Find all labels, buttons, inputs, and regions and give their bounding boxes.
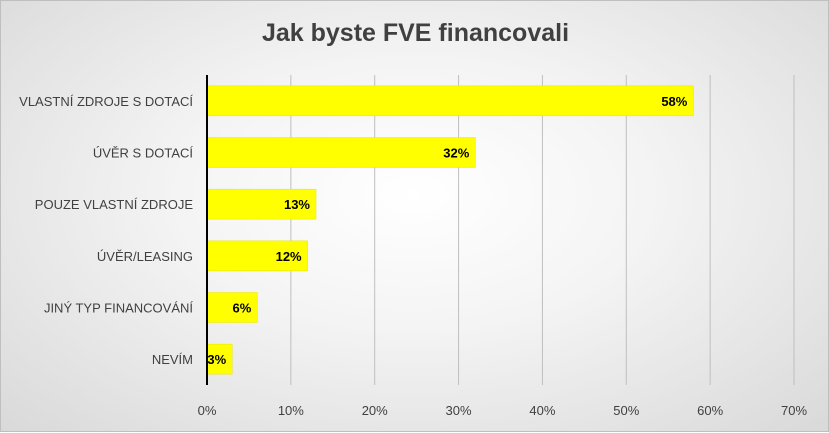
bar [206,188,317,220]
x-tick-label: 50% [613,403,639,418]
chart-title: Jak byste FVE financovali [261,19,570,47]
category-label: NEVÍM [152,352,193,367]
category-label: JINÝ TYP FINANCOVÁNÍ [44,301,193,316]
category-label: ÚVĚR/LEASING [97,249,193,264]
x-tick-label: 0% [198,403,217,418]
labels: 0% 10% 20% 30% 40% 50% 60% 70% VLASTNÍ ZDROJE S … [19,94,807,418]
bars [206,85,694,375]
bar [206,85,694,117]
data-label: 3% [207,352,226,367]
x-tick-label: 70% [781,403,807,418]
data-label: 6% [233,301,252,316]
data-label: 32% [443,146,469,161]
x-tick-label: 10% [278,403,304,418]
category-label: VLASTNÍ ZDROJE S DOTACÍ [19,94,193,109]
data-label: 58% [661,94,687,109]
data-label: 12% [276,249,302,264]
x-tick-label: 30% [446,403,472,418]
bar [206,137,476,168]
data-label: 13% [284,197,310,212]
x-tick-label: 20% [362,403,388,418]
gridlines [290,75,795,385]
x-tick-label: 60% [697,403,723,418]
category-label: ÚVĚR S DOTACÍ [93,146,194,161]
x-tick-label: 40% [529,403,555,418]
category-label: POUZE VLASTNÍ ZDROJE [35,197,194,212]
